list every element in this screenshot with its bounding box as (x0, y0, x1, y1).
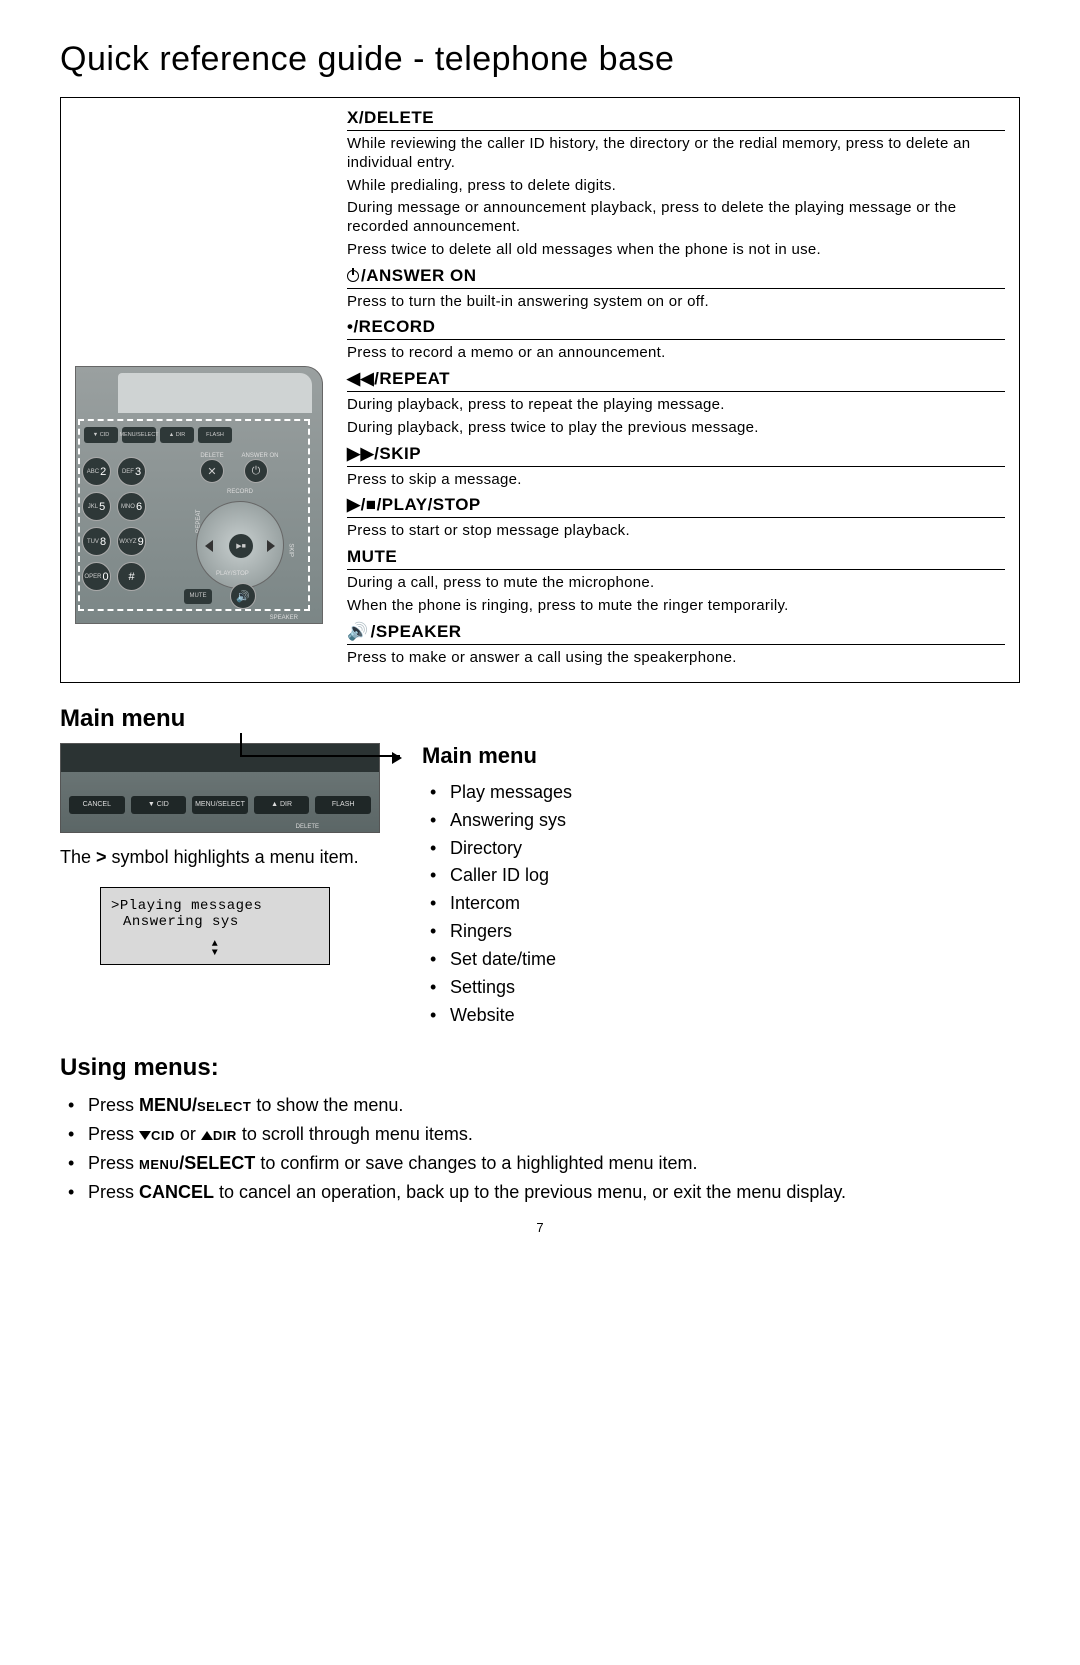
ref-section-body: During a call, press to mute the microph… (347, 574, 1005, 616)
ref-section-title: 🔊/SPEAKER (347, 622, 1005, 646)
phone-cid-button: ▼ CID (84, 427, 118, 443)
phone-speaker-button: 🔊 (230, 583, 256, 609)
ref-section-title: ◀◀/REPEAT (347, 369, 1005, 392)
main-menu-item: Set date/time (428, 946, 572, 974)
phone-answer-button: ⏻ (244, 459, 268, 483)
main-menu-item: Website (428, 1002, 572, 1030)
main-menu-item: Caller ID log (428, 862, 572, 890)
reference-box: ▼ CID MENU/SELECT ▲ DIR FLASH ABC2 DEF3 … (60, 97, 1020, 683)
ref-section-title: X/DELETE (347, 108, 1005, 131)
step-item: Press menu/SELECT to confirm or save cha… (66, 1150, 1020, 1177)
symbol-caption: The > symbol highlights a menu item. (60, 845, 400, 869)
using-menus-steps: Press MENU/select to show the menu.Press… (60, 1092, 1020, 1206)
main-menu-subheading: Main menu (422, 743, 572, 769)
speaker-icon: 🔊 (347, 622, 369, 642)
ref-section-body: Press to start or stop message playback. (347, 522, 1005, 541)
phone-delete-button: ✕ (200, 459, 224, 483)
ref-section-body: While reviewing the caller ID history, t… (347, 135, 1005, 260)
ref-section-body: Press to make or answer a call using the… (347, 649, 1005, 668)
page-title: Quick reference guide - telephone base (60, 40, 1020, 79)
phone-keypad: ABC2 DEF3 JKL5 MNO6 TUV8 WXYZ9 OPER0 # (82, 457, 181, 591)
phone-menu-button: MENU/SELECT (122, 427, 156, 443)
main-menu-list: Play messagesAnswering sysDirectoryCalle… (422, 779, 572, 1030)
ref-section-title: ▶▶/SKIP (347, 444, 1005, 467)
phone-flash-button: FLASH (198, 427, 232, 443)
step-item: Press MENU/select to show the menu. (66, 1092, 1020, 1119)
power-icon (347, 270, 359, 282)
lcd-display: >Playing messages Answering sys ▲▼ (100, 887, 330, 965)
ref-section-body: During playback, press to repeat the pla… (347, 396, 1005, 438)
main-menu-item: Directory (428, 835, 572, 863)
main-menu-item: Play messages (428, 779, 572, 807)
ref-section-title: •/RECORD (347, 317, 1005, 340)
ref-section-title: ▶/■/PLAY/STOP (347, 495, 1005, 518)
ref-section-body: Press to skip a message. (347, 471, 1005, 490)
phone-dir-button: ▲ DIR (160, 427, 194, 443)
ref-section-title: /ANSWER ON (347, 266, 1005, 289)
main-menu-item: Answering sys (428, 807, 572, 835)
ref-section-body: Press to record a memo or an announcemen… (347, 344, 1005, 363)
step-item: Press cid or dir to scroll through menu … (66, 1121, 1020, 1148)
phone-base-illustration: ▼ CID MENU/SELECT ▲ DIR FLASH ABC2 DEF3 … (75, 366, 323, 624)
main-menu-heading: Main menu (60, 705, 1020, 733)
page-number: 7 (60, 1220, 1020, 1235)
using-menus-heading: Using menus: (60, 1054, 1020, 1082)
phone-top-button-row: ▼ CID MENU/SELECT ▲ DIR FLASH (84, 427, 232, 443)
phone-mute-button: MUTE (184, 589, 212, 604)
main-menu-item: Ringers (428, 918, 572, 946)
main-menu-item: Settings (428, 974, 572, 1002)
arrow-connector (240, 755, 400, 757)
main-menu-item: Intercom (428, 890, 572, 918)
ref-section-body: Press to turn the built-in answering sys… (347, 293, 1005, 312)
step-item: Press CANCEL to cancel an operation, bac… (66, 1179, 1020, 1206)
ref-section-title: MUTE (347, 547, 1005, 570)
